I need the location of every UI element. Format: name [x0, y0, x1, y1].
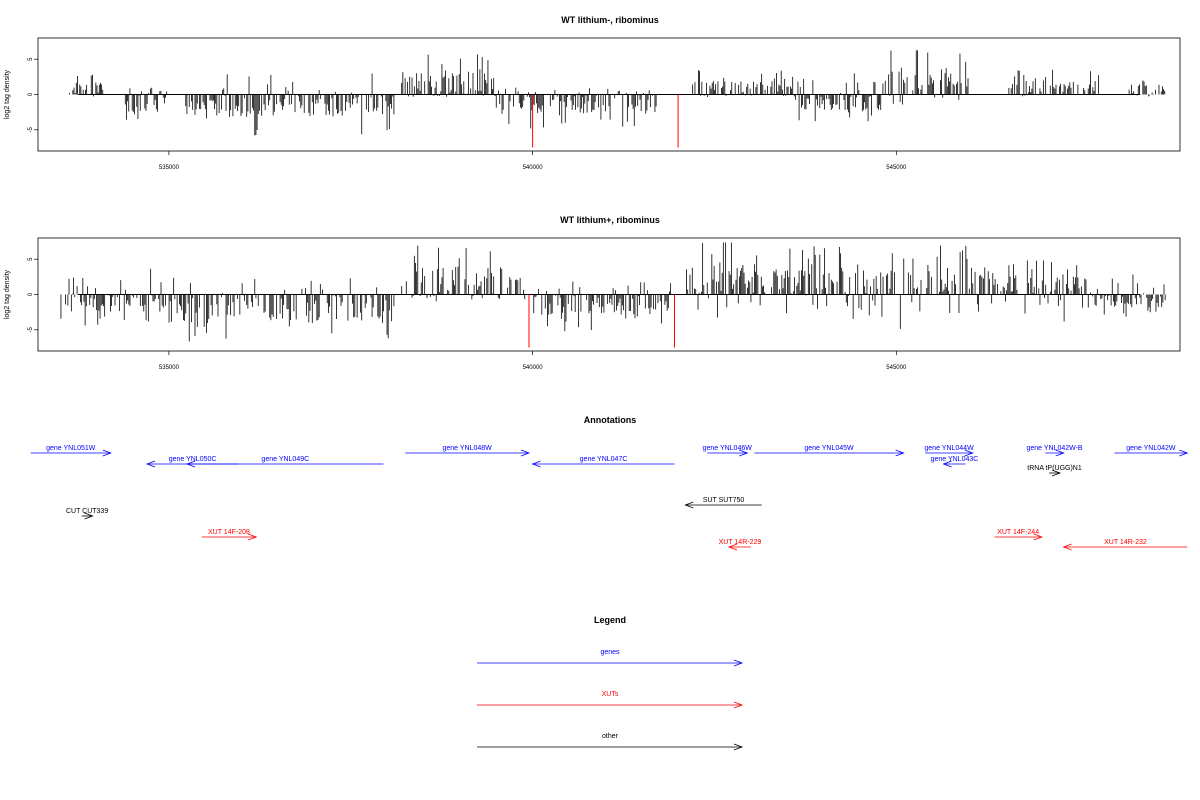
feature-arrow-head — [102, 449, 112, 457]
feature-label: gene YNL049C — [261, 456, 309, 463]
annotation-feature: gene YNL042W — [1114, 445, 1189, 457]
y-tick-label: -5 — [28, 126, 34, 132]
feature-label: XUT 14F-244 — [997, 529, 1039, 536]
annotation-feature: gene YNL045W — [754, 445, 905, 457]
feature-arrow-head — [964, 449, 974, 457]
feature-label: gene YNL042W-B — [1026, 445, 1082, 452]
feature-label: gene YNL043C — [931, 456, 979, 463]
feature-arrow-head — [84, 512, 94, 520]
y-axis: -5 0 5 — [28, 57, 38, 132]
y-tick-label: 5 — [28, 57, 34, 61]
annotation-feature: CUT CUT339 — [66, 508, 108, 520]
annotation-feature: gene YNL051W — [30, 445, 112, 457]
legend-label: genes — [600, 649, 620, 656]
feature-arrow-head — [145, 460, 156, 468]
annotation-feature: gene YNL042W-B — [1026, 445, 1083, 457]
y-axis: -5 0 5 — [28, 257, 38, 332]
feature-arrow-head — [248, 533, 258, 541]
y-tick-label: 0 — [28, 292, 34, 296]
track-title: WT lithium+, ribominus — [560, 215, 660, 225]
x-tick-label: 535000 — [159, 365, 180, 371]
annotation-feature: XUT 14R-232 — [1062, 539, 1188, 551]
feature-label: gene YNL047C — [580, 456, 628, 463]
legend-arrow-head — [733, 701, 744, 709]
legend-arrow-head — [733, 659, 744, 667]
track-title: WT lithium-, ribominus — [561, 15, 659, 25]
annotations-panel: Annotations gene YNL051W gene YNL050C gene… — [30, 415, 1189, 551]
annotation-feature: XUT 14F-208 — [201, 529, 258, 541]
x-tick-label: 540000 — [523, 165, 544, 171]
feature-arrow-head — [520, 449, 531, 457]
annotation-feature: XUT 14R-229 — [719, 539, 762, 551]
annotation-feature: gene YNL050C — [145, 456, 239, 468]
feature-label: SUT SUT750 — [703, 497, 745, 504]
x-tick-label: 540000 — [523, 365, 544, 371]
legend-entry: other — [477, 733, 744, 751]
annotation-feature: gene YNL043C — [931, 456, 979, 468]
x-tick-label: 545000 — [886, 165, 907, 171]
density-bars — [60, 242, 1166, 342]
legend-panel: Legend genes XUTs other — [477, 615, 744, 751]
annotation-feature: XUT 14F-244 — [994, 529, 1043, 541]
feature-arrow-head — [1033, 533, 1043, 541]
feature-arrow-head — [1179, 449, 1189, 457]
annotations-title: Annotations — [584, 415, 637, 425]
annotation-feature: gene YNL046W — [703, 445, 753, 457]
feature-label: gene YNL042W — [1126, 445, 1176, 452]
x-axis: 535000 540000 545000 — [159, 351, 907, 371]
y-tick-label: 5 — [28, 257, 34, 261]
feature-label: tRNA tP(UGG)N1 — [1027, 465, 1082, 472]
y-tick-label: -5 — [28, 326, 34, 332]
feature-label: gene YNL045W — [804, 445, 854, 452]
legend-entry: genes — [477, 649, 744, 667]
feature-arrow-head — [1055, 449, 1065, 457]
y-axis-label: log2 tag density — [4, 69, 11, 119]
x-tick-label: 535000 — [159, 165, 180, 171]
feature-arrow-head — [895, 449, 905, 457]
track-panel-lithium-plus: WT lithium+, ribominus -5 0 5 log2 tag dens… — [4, 215, 1181, 371]
annotation-feature: tRNA tP(UGG)N1 — [1027, 465, 1082, 477]
feature-label: gene YNL046W — [703, 445, 753, 452]
feature-arrow-head — [1051, 469, 1062, 477]
feature-arrow-head — [185, 460, 196, 468]
legend-label: other — [602, 733, 619, 740]
y-tick-label: 0 — [28, 92, 34, 96]
y-axis-label: log2 tag density — [4, 269, 11, 319]
track-panel-lithium-minus: WT lithium-, ribominus -5 0 5 log2 tag dens… — [4, 15, 1181, 171]
feature-label: CUT CUT339 — [66, 508, 108, 515]
feature-arrow-head — [727, 543, 738, 551]
feature-label: XUT 14F-208 — [208, 529, 250, 536]
legend-label: XUTs — [602, 691, 619, 698]
feature-arrow-head — [739, 449, 749, 457]
legend-title: Legend — [594, 615, 626, 625]
feature-arrow-head — [531, 460, 541, 468]
feature-label: gene YNL051W — [46, 445, 96, 452]
annotation-feature: gene YNL047C — [531, 456, 675, 468]
feature-label: gene YNL044W — [924, 445, 974, 452]
feature-label: gene YNL048W — [443, 445, 493, 452]
annotation-feature: SUT SUT750 — [684, 497, 762, 509]
feature-arrow-head — [942, 460, 952, 468]
annotation-feature: gene YNL044W — [924, 445, 974, 457]
annotation-feature: gene YNL049C — [185, 456, 384, 468]
feature-arrow-head — [1062, 543, 1072, 551]
annotation-feature: gene YNL048W — [405, 445, 531, 457]
x-tick-label: 545000 — [886, 365, 907, 371]
x-axis: 535000 540000 545000 — [159, 151, 907, 171]
feature-label: XUT 14R-229 — [719, 539, 762, 546]
legend-arrow-head — [733, 743, 744, 751]
legend-entry: XUTs — [477, 691, 744, 709]
feature-arrow-head — [684, 501, 694, 509]
feature-label: gene YNL050C — [169, 456, 217, 463]
feature-label: XUT 14R-232 — [1104, 539, 1147, 546]
density-bars — [69, 50, 1166, 136]
